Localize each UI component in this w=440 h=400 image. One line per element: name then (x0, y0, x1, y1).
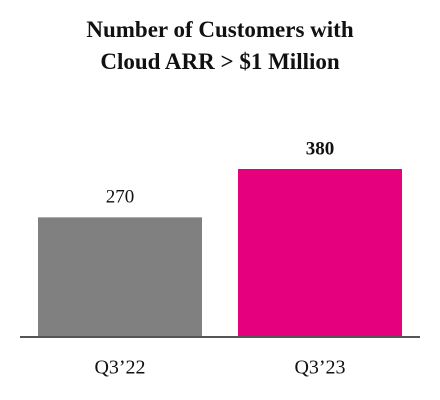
x-tick-label: Q3’22 (94, 357, 145, 379)
value-label: 380 (306, 138, 335, 159)
chart-title: Number of Customers with Cloud ARR > $1 … (86, 17, 354, 74)
x-tick-label: Q3’23 (294, 357, 345, 379)
bar (38, 217, 202, 336)
bar (238, 169, 402, 336)
value-label: 270 (106, 187, 135, 208)
